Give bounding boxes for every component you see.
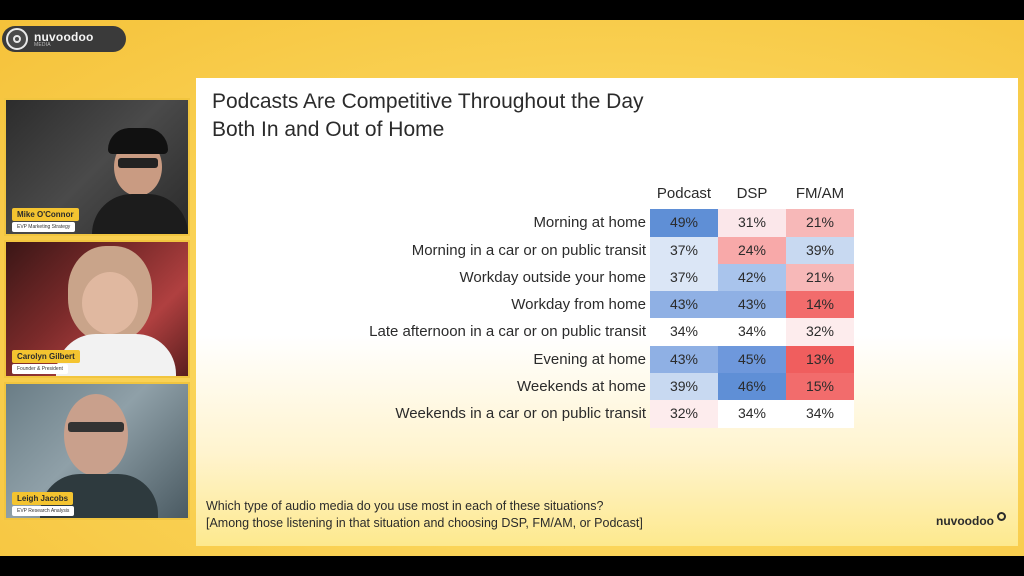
- participant-role-tag: EVP Research Analysis: [12, 506, 75, 516]
- cell-podcast: 34%: [650, 318, 718, 346]
- cell-dsp: 46%: [718, 373, 786, 401]
- cell-fm-am: 32%: [786, 318, 854, 346]
- participant-name-tag: Carolyn Gilbert: [12, 350, 80, 363]
- table-row: Morning in a car or on public transit 37%…: [196, 236, 1018, 264]
- brand-tagline: MEDIA: [34, 42, 51, 48]
- cell-fm-am: 15%: [786, 373, 854, 401]
- cell-fm-am: 34%: [786, 400, 854, 428]
- table-row: Evening at home 43% 45% 13%: [196, 345, 1018, 374]
- column-header-fm-am: FM/AM: [795, 185, 845, 202]
- participant-name-tag: Leigh Jacobs: [12, 492, 74, 505]
- cell-podcast: 37%: [650, 263, 718, 292]
- cell-podcast: 43%: [650, 291, 718, 319]
- cell-podcast: 32%: [650, 400, 718, 428]
- slide-footnote: Which type of audio media do you use mos…: [206, 498, 643, 532]
- row-label: Morning at home: [533, 214, 646, 232]
- cell-podcast: 37%: [650, 236, 718, 264]
- cell-fm-am: 21%: [786, 263, 854, 292]
- participant-name-tag: Mike O'Connor: [12, 208, 79, 221]
- heatmap-table: Podcast DSP FM/AM Morning at home 49% 31% 2…: [196, 182, 1018, 428]
- table-row: Workday from home 43% 43% 14%: [196, 291, 1018, 319]
- slide-title-line-2: Both In and Out of Home: [212, 118, 445, 141]
- row-label: Weekends in a car or on public transit: [395, 405, 646, 423]
- table-body: Morning at home 49% 31% 21% Morning in a car…: [196, 209, 1018, 428]
- participant-role-tag: EVP Marketing Strategy: [12, 222, 76, 232]
- brand-name: nuvoodoo: [34, 30, 94, 44]
- cell-dsp: 24%: [718, 236, 786, 264]
- table-row: Workday outside your home 37% 42% 21%: [196, 263, 1018, 292]
- cell-fm-am: 21%: [786, 209, 854, 237]
- cell-dsp: 34%: [718, 400, 786, 428]
- cell-podcast: 49%: [650, 209, 718, 237]
- cell-podcast: 39%: [650, 373, 718, 401]
- footnote-question: Which type of audio media do you use mos…: [206, 499, 604, 513]
- column-header-podcast: Podcast: [656, 185, 712, 202]
- cell-dsp: 31%: [718, 209, 786, 237]
- footnote-base: [Among those listening in that situation…: [206, 516, 643, 530]
- cell-dsp: 42%: [718, 263, 786, 292]
- cell-fm-am: 14%: [786, 291, 854, 319]
- webcam-tile-2[interactable]: Carolyn Gilbert Founder & President: [4, 240, 190, 378]
- row-label: Morning in a car or on public transit: [411, 241, 646, 259]
- row-label: Workday from home: [511, 296, 646, 314]
- row-label: Evening at home: [533, 350, 646, 368]
- cell-dsp: 34%: [718, 318, 786, 346]
- gear-logo-icon: [997, 511, 1006, 521]
- presentation-slide: Podcasts Are Competitive Throughout the …: [196, 78, 1018, 546]
- row-label: Workday outside your home: [459, 268, 646, 286]
- brand-logo: nuvoodoo MEDIA: [2, 26, 126, 52]
- slide-title: Podcasts Are Competitive Throughout the …: [212, 88, 832, 144]
- column-header-dsp: DSP: [736, 185, 768, 202]
- table-row: Weekends in a car or on public transit 32…: [196, 400, 1018, 428]
- row-label: Weekends at home: [517, 378, 646, 396]
- table-row: Late afternoon in a car or on public tra…: [196, 318, 1018, 346]
- row-label: Late afternoon in a car or on public tra…: [369, 323, 646, 341]
- webcam-tile-1[interactable]: Mike O'Connor EVP Marketing Strategy: [4, 98, 190, 236]
- cell-podcast: 43%: [650, 345, 718, 374]
- slide-logo: nuvoodoo: [936, 511, 1006, 528]
- table-row: Weekends at home 39% 46% 15%: [196, 373, 1018, 401]
- cell-dsp: 45%: [718, 345, 786, 374]
- cell-dsp: 43%: [718, 291, 786, 319]
- webcam-tile-3[interactable]: Leigh Jacobs EVP Research Analysis: [4, 382, 190, 520]
- cell-fm-am: 39%: [786, 236, 854, 264]
- participant-role-tag: Founder & President: [12, 364, 68, 374]
- meeting-stage: nuvoodoo MEDIA Mike O'Connor EVP Marketi…: [0, 20, 1024, 556]
- table-header-row: Podcast DSP FM/AM: [196, 182, 1018, 209]
- slide-logo-text: nuvoodoo: [936, 514, 994, 528]
- cell-fm-am: 13%: [786, 345, 854, 374]
- slide-title-line-1: Podcasts Are Competitive Throughout the …: [212, 90, 644, 113]
- table-row: Morning at home 49% 31% 21%: [196, 209, 1018, 237]
- gear-logo-icon: [6, 28, 28, 50]
